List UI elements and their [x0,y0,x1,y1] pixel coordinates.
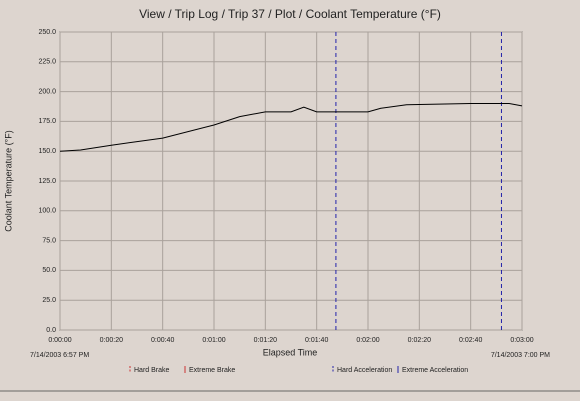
start-time: 7/14/2003 6:57 PM [30,352,89,359]
y-tick-label: 125.0 [38,178,56,185]
x-tick-label: 0:01:20 [254,337,277,344]
x-axis-label: Elapsed Time [263,347,318,357]
x-tick-label: 0:00:40 [151,337,174,344]
chart-title: View / Trip Log / Trip 37 / Plot / Coola… [139,7,441,21]
x-tick-label: 0:01:40 [305,337,328,344]
y-tick-label: 225.0 [38,59,56,66]
y-tick-label: 75.0 [42,237,56,244]
legend-label: Extreme Brake [189,367,235,374]
y-tick-label: 0.0 [46,327,56,334]
data-line [59,103,523,152]
y-tick-label: 175.0 [38,118,56,125]
y-axis-label: Coolant Temperature (°F) [3,130,13,231]
y-tick-label: 100.0 [38,208,56,215]
end-time: 7/14/2003 7:00 PM [491,352,550,359]
y-tick-label: 150.0 [38,148,56,155]
x-tick-label: 0:02:20 [408,337,431,344]
y-tick-label: 25.0 [42,297,56,304]
x-tick-label: 0:00:00 [48,337,71,344]
x-tick-label: 0:03:00 [510,337,533,344]
y-tick-label: 50.0 [42,267,56,274]
y-tick-label: 200.0 [38,88,56,95]
x-tick-label: 0:02:00 [356,337,379,344]
y-tick-label: 250.0 [38,29,56,36]
legend-label: Extreme Acceleration [402,367,468,374]
x-tick-label: 0:02:40 [459,337,482,344]
x-tick-label: 0:00:20 [100,337,123,344]
legend-label: Hard Acceleration [337,367,392,374]
x-tick-label: 0:01:00 [202,337,225,344]
legend-label: Hard Brake [134,367,170,374]
